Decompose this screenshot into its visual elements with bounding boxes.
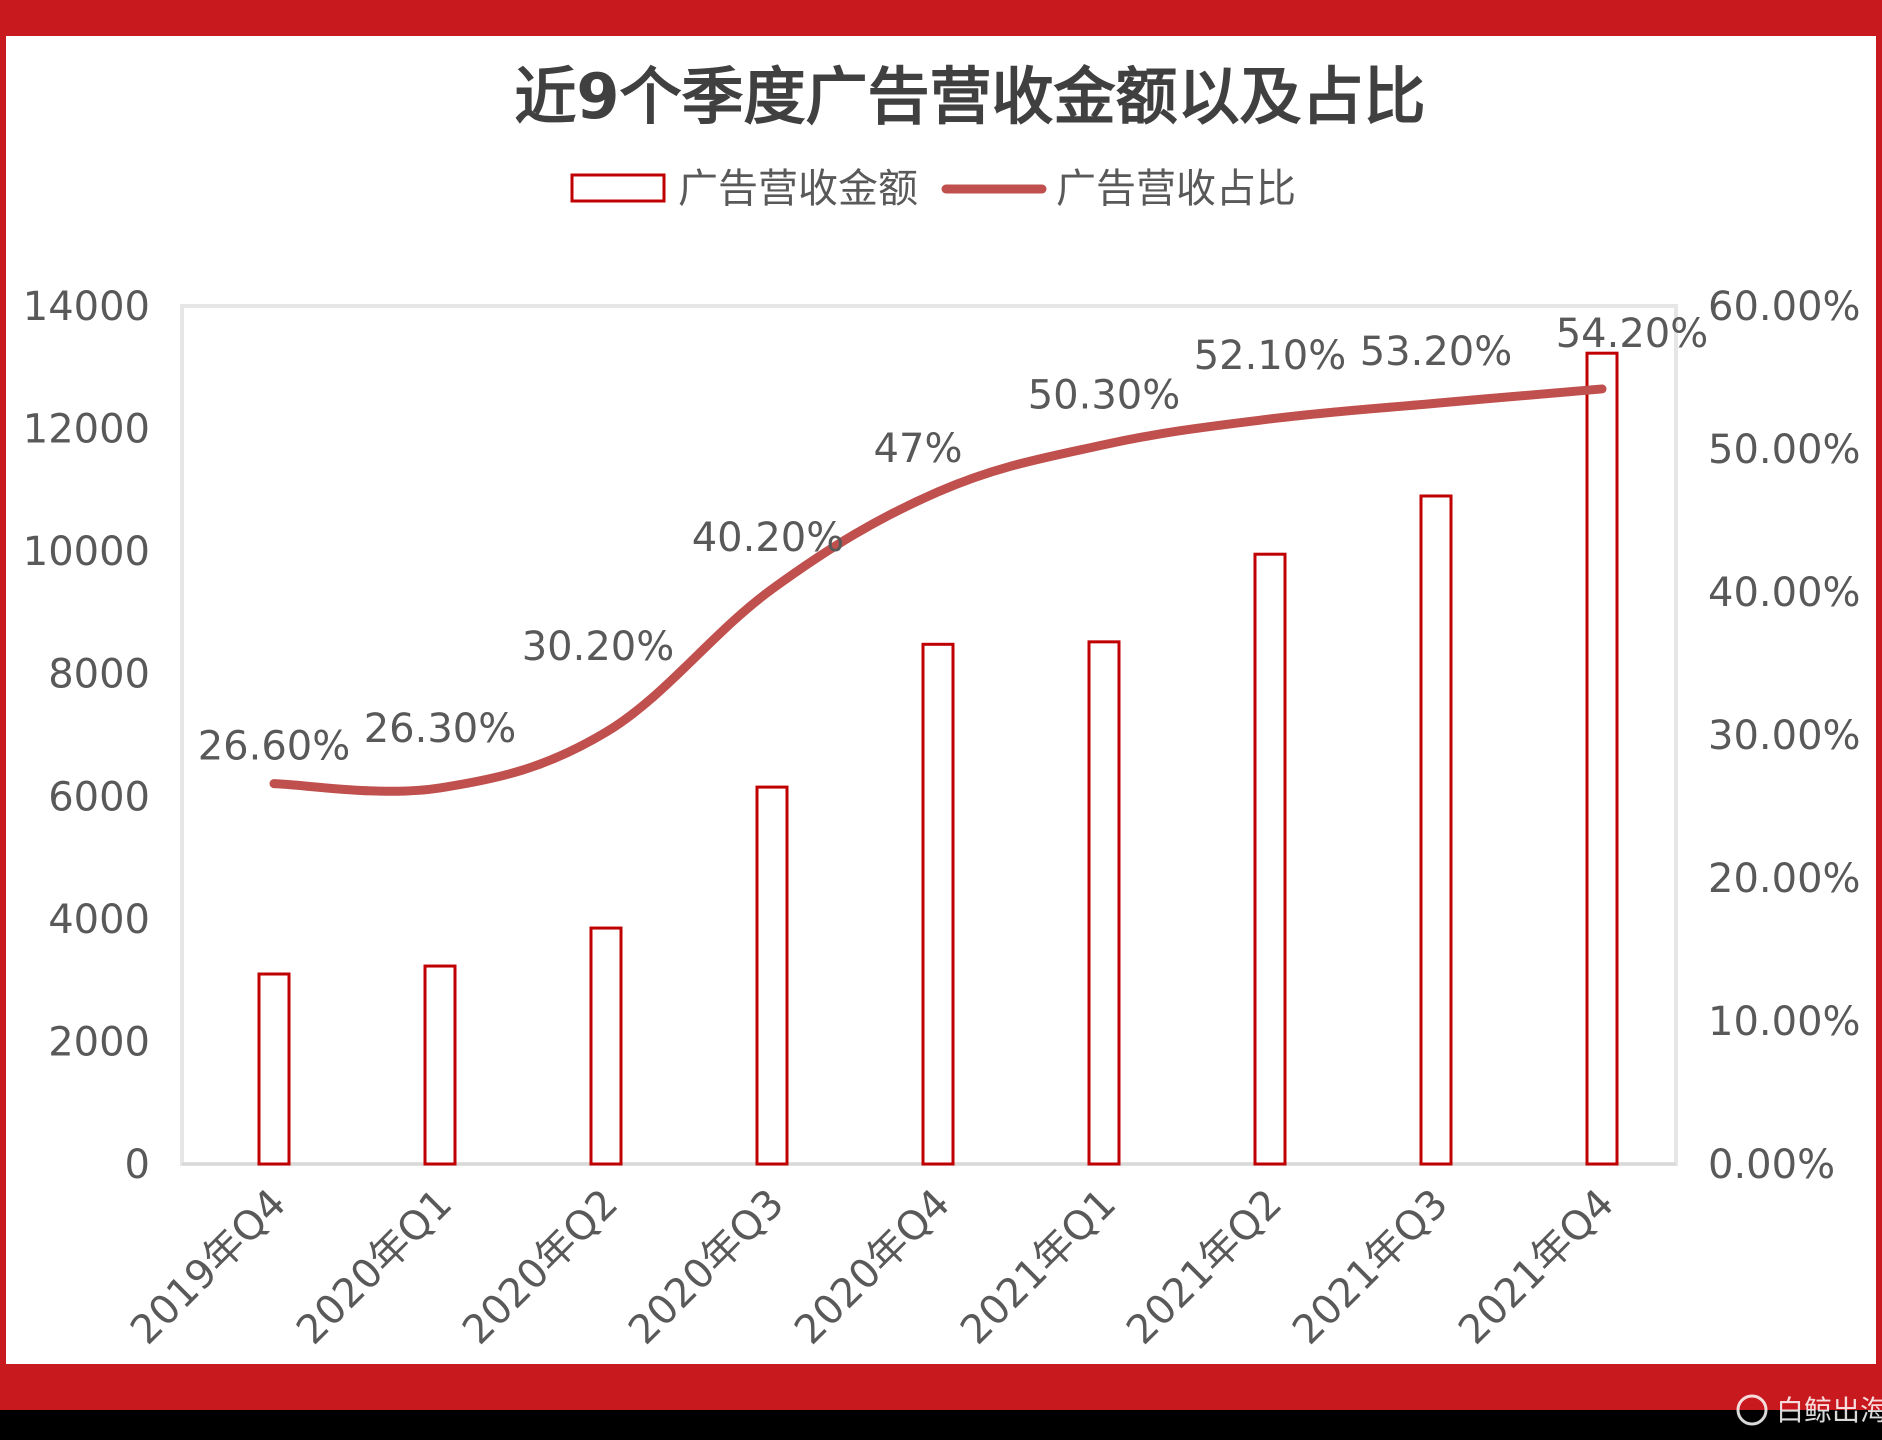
share-line	[269, 384, 1607, 796]
chart-title: 近9个季度广告营收金额以及占比	[514, 60, 1425, 133]
right-axis-tick-label: 40.00%	[1708, 570, 1861, 616]
bar	[1087, 640, 1121, 1166]
bar	[1253, 552, 1287, 1166]
legend-bar-label: 广告营收金额	[678, 166, 918, 212]
line-data-label: 53.20%	[1360, 329, 1513, 375]
left-axis: 0 2000 4000 6000 8000 10000 12000 14000	[23, 284, 150, 1188]
legend-line-label: 广告营收占比	[1056, 166, 1296, 212]
right-axis-tick-label: 0.00%	[1708, 1142, 1835, 1188]
right-red-border	[1876, 0, 1882, 1410]
right-axis: 0.00% 10.00% 20.00% 30.00% 40.00% 50.00% 60.00…	[1708, 284, 1861, 1188]
bar	[755, 785, 789, 1166]
bar	[423, 964, 457, 1166]
line-data-label: 30.20%	[522, 624, 675, 670]
bottom-red-band	[0, 1364, 1882, 1410]
left-axis-tick-label: 8000	[48, 652, 150, 698]
line-series	[269, 384, 1607, 796]
line-data-label: 50.30%	[1028, 373, 1181, 419]
right-axis-tick-label: 30.00%	[1708, 713, 1861, 759]
line-data-label: 26.60%	[198, 724, 351, 770]
line-data-label: 54.20%	[1556, 311, 1709, 357]
line-data-label: 40.20%	[692, 515, 845, 561]
left-axis-tick-label: 14000	[23, 284, 150, 330]
left-axis-tick-label: 4000	[48, 897, 150, 943]
bar	[1419, 494, 1453, 1166]
line-data-label: 47%	[874, 426, 963, 472]
line-data-label: 26.30%	[364, 706, 517, 752]
watermark-text: 白鲸出海	[1776, 1394, 1882, 1427]
line-data-label: 52.10%	[1194, 333, 1347, 379]
left-red-border	[0, 0, 6, 1410]
line-data-labels: 26.60% 26.30%30.20% 40.20% 47% 50.30% 52.10% 5…	[198, 311, 1709, 770]
bar	[257, 972, 291, 1166]
top-red-band	[0, 0, 1882, 36]
right-axis-tick-label: 20.00%	[1708, 856, 1861, 902]
watermark: 白鲸出海	[1736, 1394, 1882, 1427]
left-axis-tick-label: 6000	[48, 774, 150, 820]
right-axis-tick-label: 60.00%	[1708, 284, 1861, 330]
left-axis-tick-label: 12000	[23, 407, 150, 453]
bar	[1585, 351, 1619, 1166]
legend-bar-swatch	[570, 173, 666, 203]
legend: 广告营收金额 广告营收占比	[570, 166, 1296, 212]
right-axis-tick-label: 10.00%	[1708, 999, 1861, 1045]
right-axis-tick-label: 50.00%	[1708, 427, 1861, 473]
left-axis-tick-label: 10000	[23, 529, 150, 575]
left-axis-tick-label: 2000	[48, 1019, 150, 1065]
bar	[921, 642, 955, 1166]
left-axis-tick-label: 0	[125, 1142, 150, 1188]
bar	[589, 926, 623, 1166]
watermark-logo-icon	[1736, 1394, 1768, 1426]
bar-series	[257, 351, 1619, 1166]
